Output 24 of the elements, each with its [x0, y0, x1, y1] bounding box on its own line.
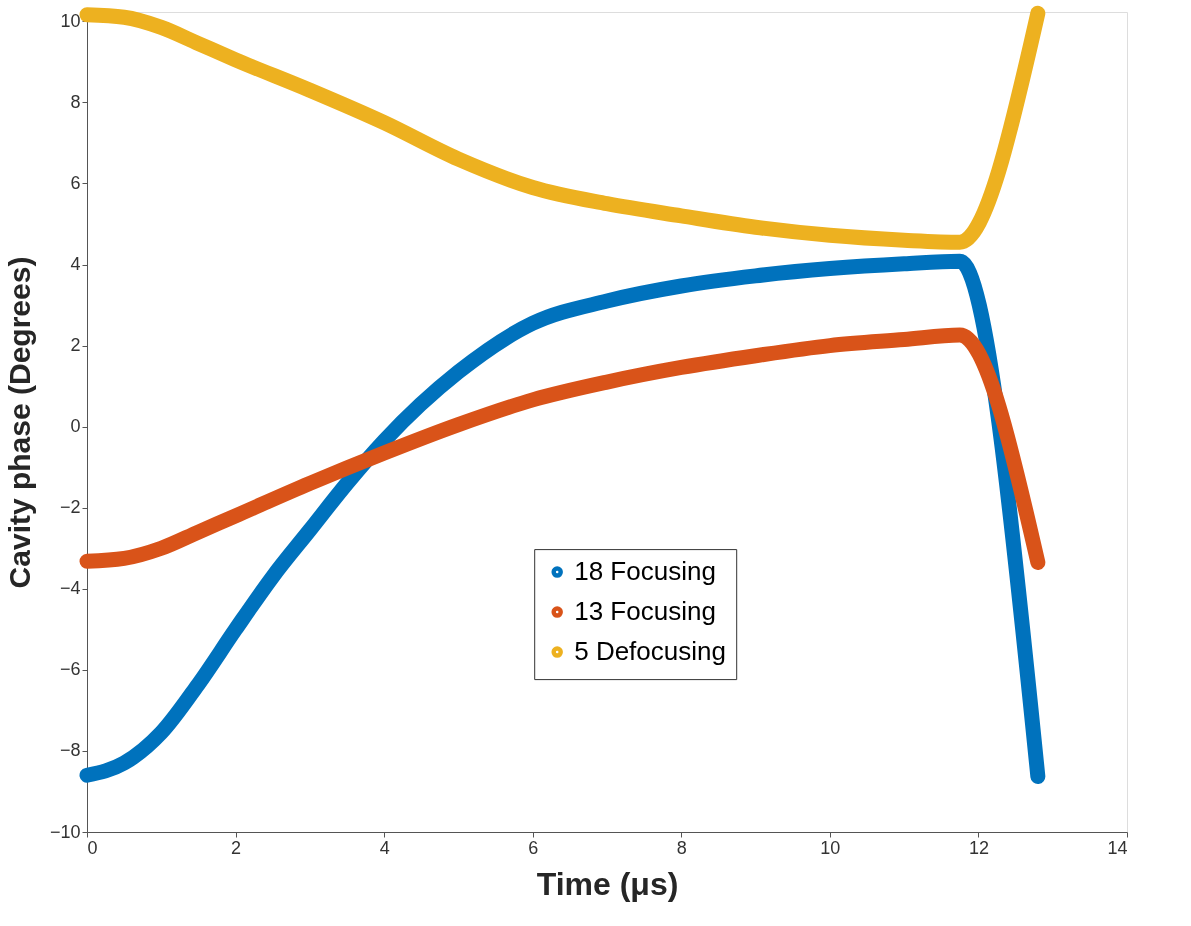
- y-tick-label: 10: [60, 10, 81, 31]
- x-tick-label: 8: [676, 837, 687, 858]
- y-tick-label: 4: [70, 254, 81, 275]
- x-tick-label: 10: [820, 837, 841, 858]
- y-tick-label: 8: [70, 91, 81, 112]
- x-tick-label: 2: [231, 837, 242, 858]
- legend-label: 5 Defocusing: [574, 636, 726, 667]
- legend-label: 13 Focusing: [574, 596, 716, 627]
- y-tick-label: −10: [49, 821, 81, 842]
- legend-label: 18 Focusing: [574, 556, 716, 587]
- x-tick-label: 6: [528, 837, 539, 858]
- y-tick-label: −6: [59, 659, 81, 680]
- y-axis-title: Cavity phase (Degrees): [2, 256, 36, 589]
- x-tick-label: 4: [379, 837, 390, 858]
- x-tick-label: 14: [1107, 837, 1128, 858]
- x-axis-title: Time (μs): [536, 865, 679, 902]
- x-tick-label: 0: [87, 837, 98, 858]
- y-tick-label: 6: [70, 172, 81, 193]
- y-tick-label: 0: [70, 416, 81, 437]
- y-tick-label: −2: [59, 497, 81, 518]
- y-tick-label: 2: [70, 335, 81, 356]
- y-tick-label: −4: [59, 578, 81, 599]
- y-tick-label: −8: [59, 740, 81, 761]
- x-tick-label: 12: [968, 837, 989, 858]
